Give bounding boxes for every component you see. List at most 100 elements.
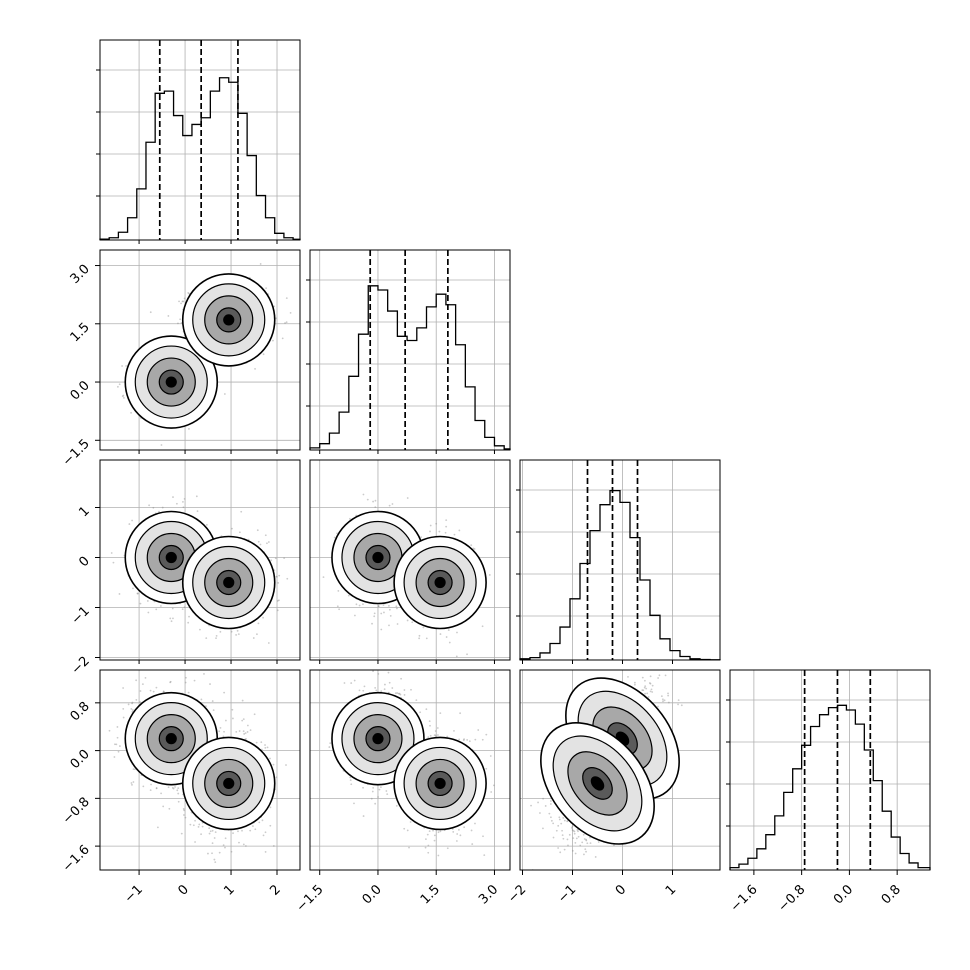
panel-2-0: −2−101 — [69, 459, 301, 678]
scatter-point — [406, 619, 409, 622]
scatter-point — [362, 603, 364, 606]
scatter-point — [240, 510, 243, 513]
scatter-point — [235, 634, 237, 636]
scatter-point — [187, 691, 190, 694]
scatter-point — [169, 617, 172, 620]
scatter-point — [374, 506, 377, 509]
scatter-point — [179, 318, 182, 321]
scatter-point — [184, 816, 187, 819]
scatter-point — [388, 605, 390, 607]
scatter-point — [231, 527, 233, 530]
scatter-point — [160, 444, 163, 446]
scatter-point — [183, 606, 186, 609]
scatter-point — [149, 789, 152, 791]
scatter-point — [158, 510, 160, 513]
scatter-point — [411, 621, 414, 624]
scatter-point — [382, 604, 385, 606]
scatter-point — [425, 637, 428, 640]
scatter-point — [389, 614, 392, 617]
histogram-2 — [519, 489, 721, 661]
scatter-point — [152, 506, 155, 509]
scatter-point — [420, 536, 422, 539]
scatter-point — [438, 530, 441, 533]
scatter-point — [172, 496, 174, 498]
scatter-point — [253, 713, 256, 716]
scatter-point — [445, 636, 448, 638]
scatter-point — [262, 616, 264, 619]
scatter-point — [349, 517, 351, 520]
scatter-point — [383, 611, 385, 614]
scatter-point — [447, 629, 450, 631]
y-tick-label: −2 — [69, 654, 93, 678]
scatter-point — [125, 365, 127, 367]
scatter-point — [286, 577, 289, 580]
y-tick-label: 1.5 — [68, 320, 93, 345]
scatter-point — [188, 292, 191, 295]
scatter-point — [197, 825, 200, 828]
scatter-point — [110, 552, 113, 554]
scatter-point — [246, 724, 249, 727]
scatter-point — [196, 510, 199, 513]
scatter-point — [249, 729, 252, 731]
scatter-point — [182, 501, 184, 503]
scatter-point — [224, 837, 227, 840]
scatter-point — [215, 635, 218, 637]
panel-frame — [309, 249, 511, 451]
panel-frame — [519, 459, 721, 661]
contour-1 — [223, 314, 235, 326]
scatter-point — [259, 543, 262, 546]
scatter-point — [237, 633, 240, 635]
scatter-point — [241, 719, 244, 722]
scatter-point — [187, 292, 190, 294]
scatter-point — [272, 339, 274, 342]
scatter-point — [141, 683, 144, 686]
scatter-point — [177, 800, 180, 803]
scatter-point — [244, 732, 247, 735]
density-group — [110, 495, 289, 644]
scatter-point — [276, 575, 278, 578]
y-tick-label: 0.0 — [68, 378, 93, 403]
scatter-point — [275, 776, 278, 779]
scatter-point — [200, 833, 202, 836]
panel-frame — [99, 39, 301, 241]
scatter-point — [188, 428, 190, 430]
scatter-point — [252, 637, 255, 639]
scatter-point — [242, 718, 245, 721]
scatter-point — [347, 594, 350, 597]
scatter-point — [257, 622, 260, 625]
scatter-point — [136, 592, 139, 595]
scatter-point — [170, 620, 173, 623]
scatter-point — [147, 611, 150, 614]
scatter-point — [445, 525, 448, 528]
scatter-point — [396, 623, 399, 625]
scatter-point — [283, 557, 286, 559]
scatter-point — [481, 625, 484, 628]
scatter-point — [336, 532, 338, 535]
scatter-point — [195, 495, 198, 498]
scatter-point — [395, 605, 398, 608]
scatter-point — [285, 297, 288, 300]
scatter-point — [418, 634, 421, 637]
scatter-point — [272, 845, 275, 847]
scatter-point — [278, 574, 281, 577]
scatter-point — [262, 353, 265, 356]
scatter-point — [256, 529, 259, 532]
scatter-point — [374, 499, 377, 502]
scatter-point — [168, 807, 171, 810]
scatter-point — [289, 311, 292, 314]
scatter-point — [149, 689, 152, 692]
scatter-point — [131, 519, 133, 522]
scatter-point — [114, 743, 116, 746]
scatter-point — [176, 789, 179, 792]
scatter-point — [139, 690, 142, 692]
contour-0 — [165, 551, 177, 564]
scatter-point — [244, 845, 247, 847]
scatter-point — [366, 498, 369, 501]
scatter-point — [215, 637, 217, 639]
scatter-point — [259, 263, 262, 265]
scatter-point — [275, 317, 278, 320]
scatter-point — [285, 321, 288, 324]
scatter-point — [183, 497, 186, 500]
scatter-point — [131, 783, 133, 786]
panel-2-1 — [309, 459, 511, 664]
